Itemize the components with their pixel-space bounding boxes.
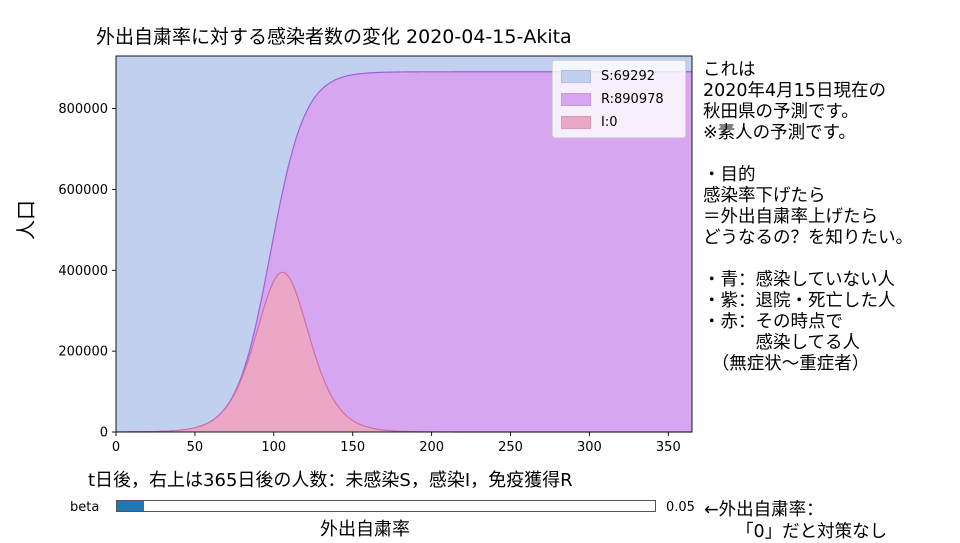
x-tick-label: 150 <box>340 440 365 455</box>
y-tick-label: 200000 <box>58 345 108 360</box>
y-tick-label: 0 <box>100 426 108 441</box>
legend-item-r: R:890978 <box>561 90 664 108</box>
legend-label-i: I:0 <box>601 114 618 130</box>
slider-label: beta <box>70 500 100 515</box>
chart-title: 外出自粛率に対する感染者数の変化 2020-04-15-Akita <box>96 26 572 48</box>
x-tick-label: 0 <box>112 440 120 455</box>
y-tick-label: 400000 <box>58 264 108 279</box>
slider-note: ←外出自粛率： <box>704 500 824 520</box>
y-tick-label: 600000 <box>58 183 108 198</box>
slider-note-2: 「0」だと対策なし <box>736 522 888 542</box>
x-tick-label: 100 <box>261 440 286 455</box>
slider-value: 0.05 <box>666 500 695 515</box>
x-tick-label: 350 <box>656 440 681 455</box>
series-i-area <box>116 272 692 432</box>
y-axis-label: 人口 <box>14 200 38 240</box>
legend-label-r: R:890978 <box>601 91 664 107</box>
legend-swatch-i <box>561 115 591 129</box>
beta-slider-row: beta 0.05 ←外出自粛率： <box>0 496 960 520</box>
legend: S:69292 R:890978 I:0 <box>552 60 686 138</box>
annotation-text: これは 2020年4月15日現在の 秋田県の予測です。 ※素人の予測です。 ・目… <box>703 60 913 374</box>
x-tick-label: 50 <box>187 440 204 455</box>
x-tick-label: 200 <box>419 440 444 455</box>
y-tick-label: 800000 <box>58 102 108 117</box>
legend-swatch-r <box>561 92 591 106</box>
legend-swatch-s <box>561 69 591 83</box>
x-tick-label: 300 <box>577 440 602 455</box>
x-axis-label: t日後，右上は365日後の人数：未感染S，感染I，免疫獲得R <box>88 470 573 491</box>
legend-label-s: S:69292 <box>601 68 655 84</box>
plot-frame <box>115 55 693 433</box>
slider-title: 外出自粛率 <box>320 519 410 540</box>
legend-item-i: I:0 <box>561 113 618 131</box>
x-tick-label: 250 <box>498 440 523 455</box>
legend-item-s: S:69292 <box>561 67 655 85</box>
slider-fill[interactable] <box>117 501 144 511</box>
beta-slider[interactable] <box>116 500 656 512</box>
